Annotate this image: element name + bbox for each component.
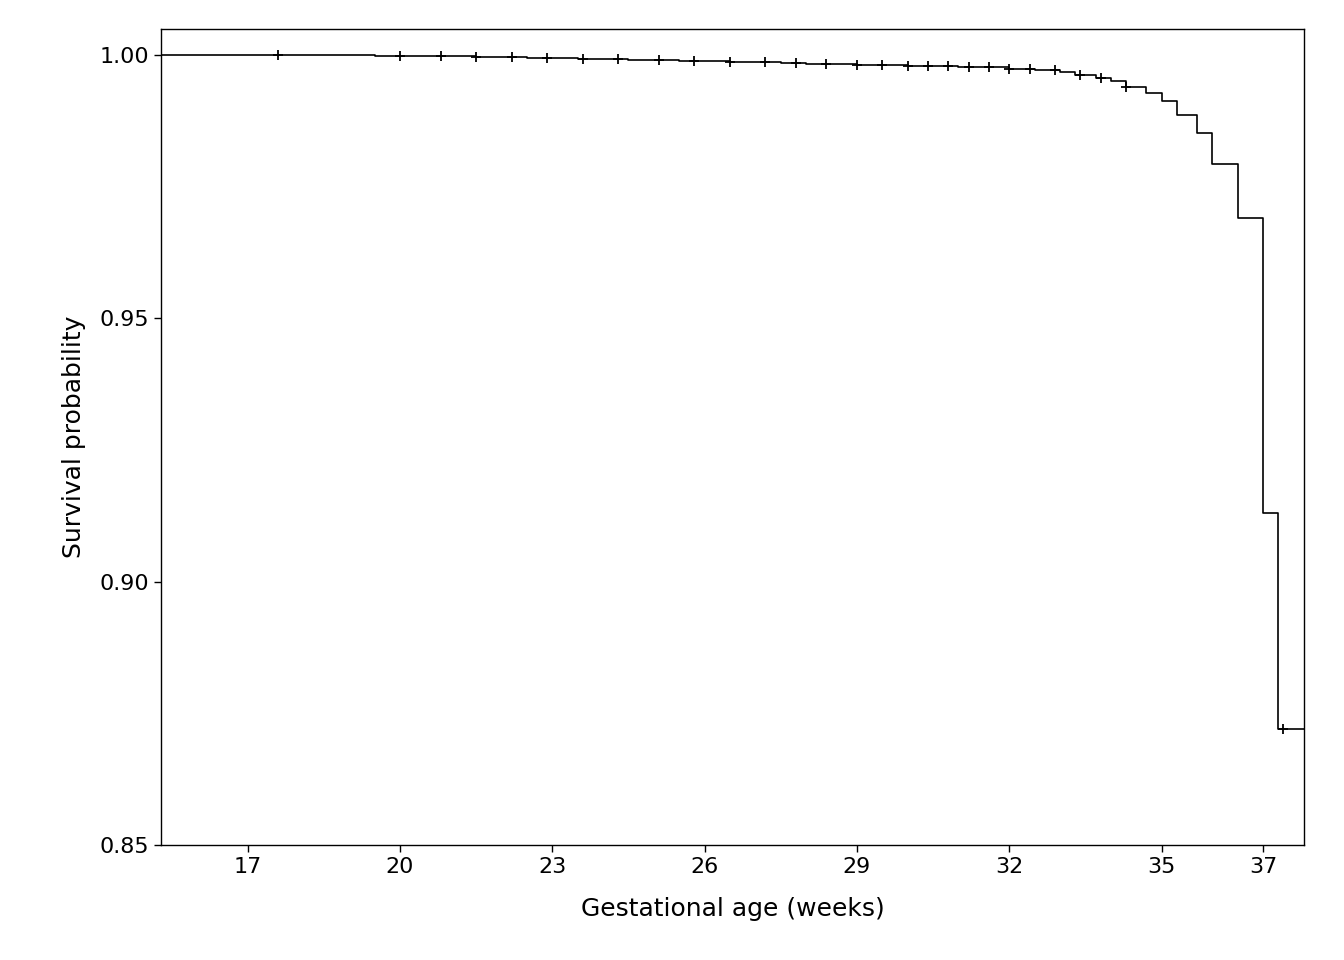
Y-axis label: Survival probability: Survival probability [62,316,86,558]
X-axis label: Gestational age (weeks): Gestational age (weeks) [581,898,884,922]
